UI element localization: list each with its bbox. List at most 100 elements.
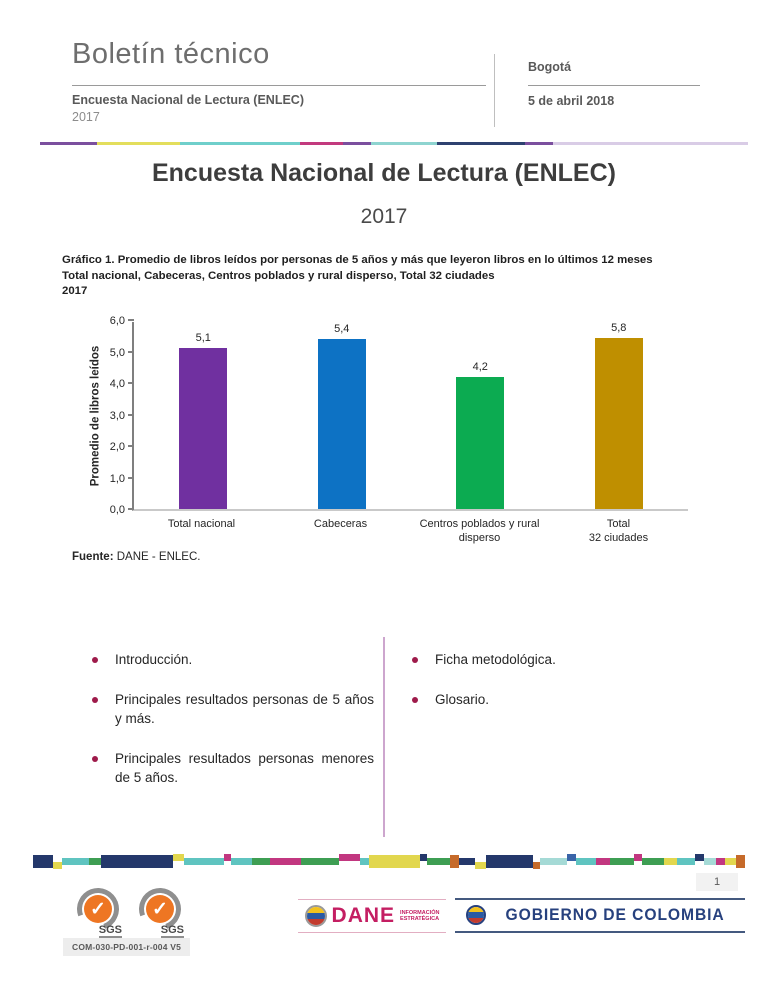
header-rainbow-divider xyxy=(40,142,748,145)
mosaic-segment xyxy=(52,861,62,869)
y-tick-mark xyxy=(128,319,134,321)
mosaic-segment xyxy=(633,853,643,861)
y-tick-label: 0,0 xyxy=(109,504,125,516)
mosaic-segment xyxy=(459,857,476,865)
source-text: DANE - ENLEC. xyxy=(113,551,201,563)
rainbow-segment xyxy=(40,142,97,145)
header-vertical-divider xyxy=(494,54,495,127)
source-label: Fuente: xyxy=(72,551,114,563)
sgs-check-icon: ✓ xyxy=(146,895,174,923)
y-tick-label: 6,0 xyxy=(109,315,125,327)
page-title: Encuesta Nacional de Lectura (ENLEC) xyxy=(151,159,616,187)
bar-2 xyxy=(317,338,366,509)
mosaic-segment xyxy=(664,857,677,865)
chart-caption: Gráfico 1. Promedio de libros leídos por… xyxy=(62,253,694,300)
y-tick-mark xyxy=(128,508,134,510)
header-date: 5 de abril 2018 xyxy=(528,94,615,108)
toc-item-label: Ficha metodológica. xyxy=(435,652,556,667)
mosaic-segment xyxy=(252,857,271,865)
y-tick-label: 1,0 xyxy=(109,472,125,485)
bullet-icon xyxy=(92,697,98,703)
toc-column-divider xyxy=(383,637,385,837)
x-axis-labels: Total nacional Cabeceras Centros poblados … xyxy=(132,511,688,545)
mosaic-segment xyxy=(725,857,736,865)
sgs-logo-2: ✓ SGS xyxy=(132,881,188,944)
mosaic-segment xyxy=(223,853,231,861)
rainbow-segment xyxy=(180,142,300,145)
mosaic-segment xyxy=(61,857,89,865)
mosaic-segment xyxy=(486,854,533,868)
mosaic-segment xyxy=(360,857,370,865)
bullet-icon xyxy=(412,657,418,663)
mosaic-segment xyxy=(173,853,185,861)
gobierno-de-colombia-logo: GOBIERNO DE COLOMBIA xyxy=(455,898,745,933)
mosaic-segment xyxy=(369,854,420,868)
mosaic-segment xyxy=(642,857,665,865)
sgs-logo-1: ✓ SGS xyxy=(70,881,126,944)
toc-item-label: Principales resultados personas de 5 año… xyxy=(115,692,374,726)
y-tick-mark xyxy=(128,382,134,384)
mosaic-segment xyxy=(475,861,487,869)
colombia-crest-icon xyxy=(465,905,486,925)
x-category-label: Total 32 ciudades xyxy=(588,518,649,544)
dane-logo: DANE INFORMACIÓN ESTRATÉGICA xyxy=(298,899,446,933)
toc-item-introduccion: Introducción. xyxy=(92,650,374,669)
mosaic-segment xyxy=(419,853,427,861)
mosaic-segment xyxy=(575,857,596,865)
bar-value-label: 4,2 xyxy=(472,360,488,373)
toc-item-ficha-metodologica: Ficha metodológica. xyxy=(412,650,692,669)
page-number-badge: 1 xyxy=(696,873,738,891)
bar-chart: Promedio de libros leídos 0,0 1,0 2,0 3,0 4,… xyxy=(90,315,689,545)
dane-wordmark: DANE xyxy=(331,904,396,927)
mosaic-segment xyxy=(694,853,704,861)
mosaic-segment xyxy=(270,857,301,865)
bar-slot: 5,8 xyxy=(550,322,689,509)
bullet-icon xyxy=(412,697,418,703)
y-tick-mark xyxy=(128,413,134,416)
rainbow-segment xyxy=(437,142,525,145)
mosaic-segment xyxy=(532,861,540,869)
chart-plot-area: 0,0 1,0 2,0 3,0 4,0 5,0 6,0 5,1 5,4 4,2 5,8 xyxy=(110,315,689,516)
x-category-label: Total nacional xyxy=(167,518,236,530)
bar-value-label: 5,4 xyxy=(334,322,350,335)
header-survey-name: Encuesta Nacional de Lectura (ENLEC) xyxy=(72,93,305,107)
mosaic-segment xyxy=(735,854,745,868)
sgs-certification-logos: ✓ SGS ✓ SGS xyxy=(70,881,188,944)
toc-right-column: Ficha metodológica. Glosario. xyxy=(412,650,692,730)
gobierno-wordmark: GOBIERNO DE COLOMBIA xyxy=(505,905,725,924)
bar-value-label: 5,8 xyxy=(611,322,627,334)
y-tick-label: 2,0 xyxy=(109,441,125,453)
dane-rule-bottom xyxy=(298,932,446,933)
dane-rule-top xyxy=(298,899,446,900)
mosaic-segment xyxy=(88,857,102,865)
rainbow-segment xyxy=(553,142,748,145)
x-category-label: Centros poblados y rural disperso xyxy=(419,518,540,544)
bar-value-label: 5,1 xyxy=(195,332,211,345)
sgs-label: SGS xyxy=(160,924,184,938)
rainbow-segment xyxy=(525,142,553,145)
mosaic-segment xyxy=(33,854,53,868)
toc-item-label: Introducción. xyxy=(115,652,193,667)
y-tick-mark xyxy=(128,445,134,447)
sgs-label: SGS xyxy=(98,924,122,938)
bullet-icon xyxy=(92,657,98,663)
header-rule-left xyxy=(72,85,486,86)
bar-3 xyxy=(456,376,505,509)
bar-slot: 5,1 xyxy=(134,322,273,509)
bar-slot: 4,2 xyxy=(411,322,550,509)
mosaic-segment xyxy=(540,857,567,865)
rainbow-segment xyxy=(97,142,180,145)
mosaic-segment xyxy=(610,857,634,865)
bar-4 xyxy=(594,338,643,509)
footer-mosaic-strip xyxy=(33,851,745,871)
header-survey-year: 2017 xyxy=(72,110,100,124)
x-category-label: Cabeceras xyxy=(313,518,368,530)
y-axis-title: Promedio de libros leídos xyxy=(89,345,102,487)
rainbow-segment xyxy=(300,142,343,145)
chart-caption-line3: 2017 xyxy=(62,285,88,297)
dane-logo-row: DANE INFORMACIÓN ESTRATÉGICA xyxy=(298,900,446,932)
bullet-icon xyxy=(92,756,98,762)
document-code: COM-030-PD-001-r-004 V5 xyxy=(63,938,191,956)
source-note: Fuente: DANE - ENLEC. xyxy=(72,551,200,563)
